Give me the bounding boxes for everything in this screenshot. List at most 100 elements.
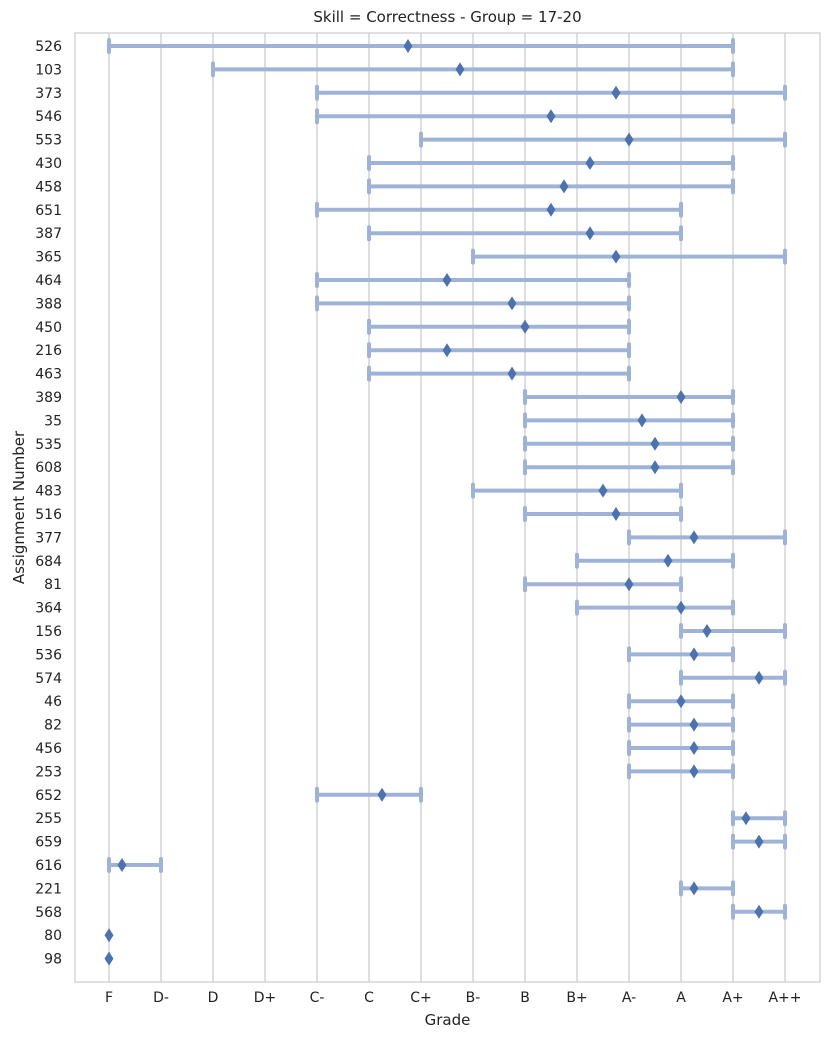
- row-103: [211, 61, 735, 78]
- row-450: [367, 318, 631, 335]
- x-tick-label: A: [676, 990, 686, 1006]
- y-tick-label: 616: [35, 858, 62, 874]
- row-255: [731, 810, 787, 827]
- x-tick-label: C+: [410, 990, 432, 1006]
- mean-marker: [676, 694, 686, 709]
- y-tick-label: 156: [35, 624, 62, 640]
- row-659: [731, 833, 787, 850]
- mean-marker: [650, 436, 660, 451]
- y-tick-label: 377: [35, 530, 62, 546]
- mean-marker: [585, 156, 595, 170]
- y-tick-label: 463: [35, 367, 62, 383]
- row-430: [367, 155, 735, 171]
- y-tick-label: 553: [35, 133, 62, 149]
- row-365: [471, 248, 787, 265]
- row-253: [627, 763, 735, 780]
- row-458: [367, 178, 735, 195]
- mean-marker: [403, 39, 413, 53]
- mean-marker: [104, 951, 114, 966]
- row-156: [679, 623, 787, 639]
- mean-marker: [741, 811, 751, 826]
- x-tick-label: A++: [768, 990, 801, 1006]
- mean-marker: [611, 249, 621, 264]
- mean-marker: [702, 624, 712, 638]
- mean-marker: [455, 62, 465, 77]
- x-tick-label: D+: [254, 990, 277, 1006]
- row-526: [107, 38, 735, 54]
- mean-marker: [104, 928, 114, 943]
- row-464: [315, 272, 631, 288]
- grid-layer: [108, 33, 786, 982]
- mean-marker: [377, 787, 387, 802]
- mean-marker: [507, 296, 517, 311]
- mean-marker: [611, 85, 621, 100]
- y-tick-label: 526: [35, 39, 62, 55]
- mean-marker: [689, 764, 699, 779]
- x-tick-label: F: [105, 990, 113, 1006]
- y-tick-label: 253: [35, 764, 62, 780]
- row-483: [471, 482, 683, 499]
- y-tick-label: 46: [44, 694, 62, 710]
- mean-marker: [676, 600, 686, 615]
- x-tick-label: C-: [310, 990, 325, 1006]
- mean-marker: [507, 366, 517, 381]
- row-389: [523, 389, 735, 405]
- x-tick-label: A+: [722, 990, 743, 1006]
- y-tick-label: 568: [35, 905, 62, 921]
- y-tick-label: 456: [35, 741, 62, 757]
- mean-marker: [637, 413, 647, 428]
- row-46: [627, 693, 735, 710]
- mean-marker: [754, 904, 764, 919]
- y-tick-label: 546: [35, 109, 62, 125]
- row-535: [523, 435, 735, 452]
- y-tick-label: 80: [44, 928, 62, 944]
- mean-marker: [689, 881, 699, 896]
- x-tick-label: D: [208, 990, 219, 1006]
- y-tick-label: 659: [35, 835, 62, 851]
- x-tick-label: C: [364, 990, 374, 1006]
- row-373: [315, 84, 787, 101]
- mean-marker: [663, 553, 673, 568]
- mean-marker: [520, 319, 530, 334]
- x-tick-label: B+: [566, 990, 587, 1006]
- row-574: [679, 669, 787, 686]
- y-tick-label: 81: [44, 577, 62, 593]
- mean-marker: [611, 507, 621, 521]
- mean-marker: [754, 834, 764, 849]
- row-651: [315, 201, 683, 218]
- y-tick-label: 389: [35, 390, 62, 406]
- y-tick-label: 373: [35, 86, 62, 102]
- y-tick-label: 35: [44, 413, 62, 429]
- mean-marker: [624, 132, 634, 147]
- mean-marker: [598, 483, 608, 498]
- y-tick-labels: 526 103 373 546 553 430 458 651 387 365 464 388 450 2…: [35, 39, 62, 968]
- y-tick-label: 255: [35, 811, 62, 827]
- y-tick-label: 536: [35, 647, 62, 663]
- chart-title: Skill = Correctness - Group = 17-20: [313, 8, 581, 26]
- x-tick-label: B: [520, 990, 530, 1006]
- y-tick-label: 103: [35, 62, 62, 78]
- y-tick-label: 365: [35, 250, 62, 266]
- y-tick-label: 684: [35, 554, 62, 570]
- y-tick-label: 516: [35, 507, 62, 523]
- mean-marker: [689, 717, 699, 732]
- mean-marker: [689, 741, 699, 755]
- y-tick-label: 388: [35, 296, 62, 312]
- y-tick-label: 82: [44, 718, 62, 734]
- row-608: [523, 459, 735, 476]
- y-tick-label: 651: [35, 203, 62, 219]
- marks-layer: [104, 38, 787, 966]
- mean-marker: [754, 670, 764, 685]
- row-377: [627, 529, 787, 546]
- mean-marker: [117, 858, 127, 872]
- mean-marker: [559, 179, 569, 194]
- y-tick-label: 535: [35, 437, 62, 453]
- row-463: [367, 365, 631, 382]
- row-546: [315, 108, 735, 125]
- mean-marker: [585, 226, 595, 241]
- row-684: [575, 552, 735, 569]
- mean-marker: [624, 577, 634, 592]
- y-tick-label: 221: [35, 881, 62, 897]
- y-tick-label: 98: [44, 952, 62, 968]
